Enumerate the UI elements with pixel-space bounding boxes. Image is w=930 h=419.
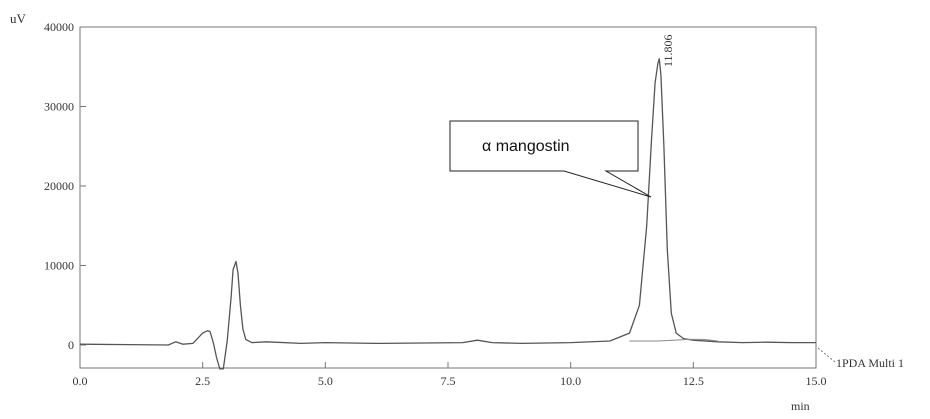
peak-retention-label: 11.806 xyxy=(661,34,675,67)
x-tick-label: 15.0 xyxy=(806,374,827,388)
callout-label: α mangostin xyxy=(482,138,570,155)
y-tick-label: 40000 xyxy=(44,20,74,34)
series-line-1pda-multi-1 xyxy=(79,58,816,370)
series-label: 1PDA Multi 1 xyxy=(836,356,904,370)
series-label-leader xyxy=(817,347,836,363)
x-axis-ticks: 0.0 2.5 5.0 7.5 10.0 12.5 15.0 xyxy=(73,362,827,388)
y-tick-label: 0 xyxy=(68,338,74,352)
y-axis-ticks: 0 10000 20000 30000 40000 xyxy=(44,20,86,352)
y-axis-label: uV xyxy=(10,11,27,26)
y-tick-label: 20000 xyxy=(44,179,74,193)
x-tick-label: 10.0 xyxy=(560,374,581,388)
plot-frame xyxy=(79,26,817,369)
x-tick-label: 0.0 xyxy=(73,374,88,388)
x-tick-label: 12.5 xyxy=(683,374,704,388)
callout-box xyxy=(449,120,652,198)
y-tick-label: 10000 xyxy=(44,259,74,273)
x-tick-label: 5.0 xyxy=(318,374,333,388)
x-tick-label: 2.5 xyxy=(195,374,210,388)
series-line-baseline xyxy=(629,338,718,342)
x-axis-label: min xyxy=(791,399,810,413)
series-layer xyxy=(79,58,816,370)
y-tick-label: 30000 xyxy=(44,100,74,114)
x-tick-label: 7.5 xyxy=(441,374,456,388)
